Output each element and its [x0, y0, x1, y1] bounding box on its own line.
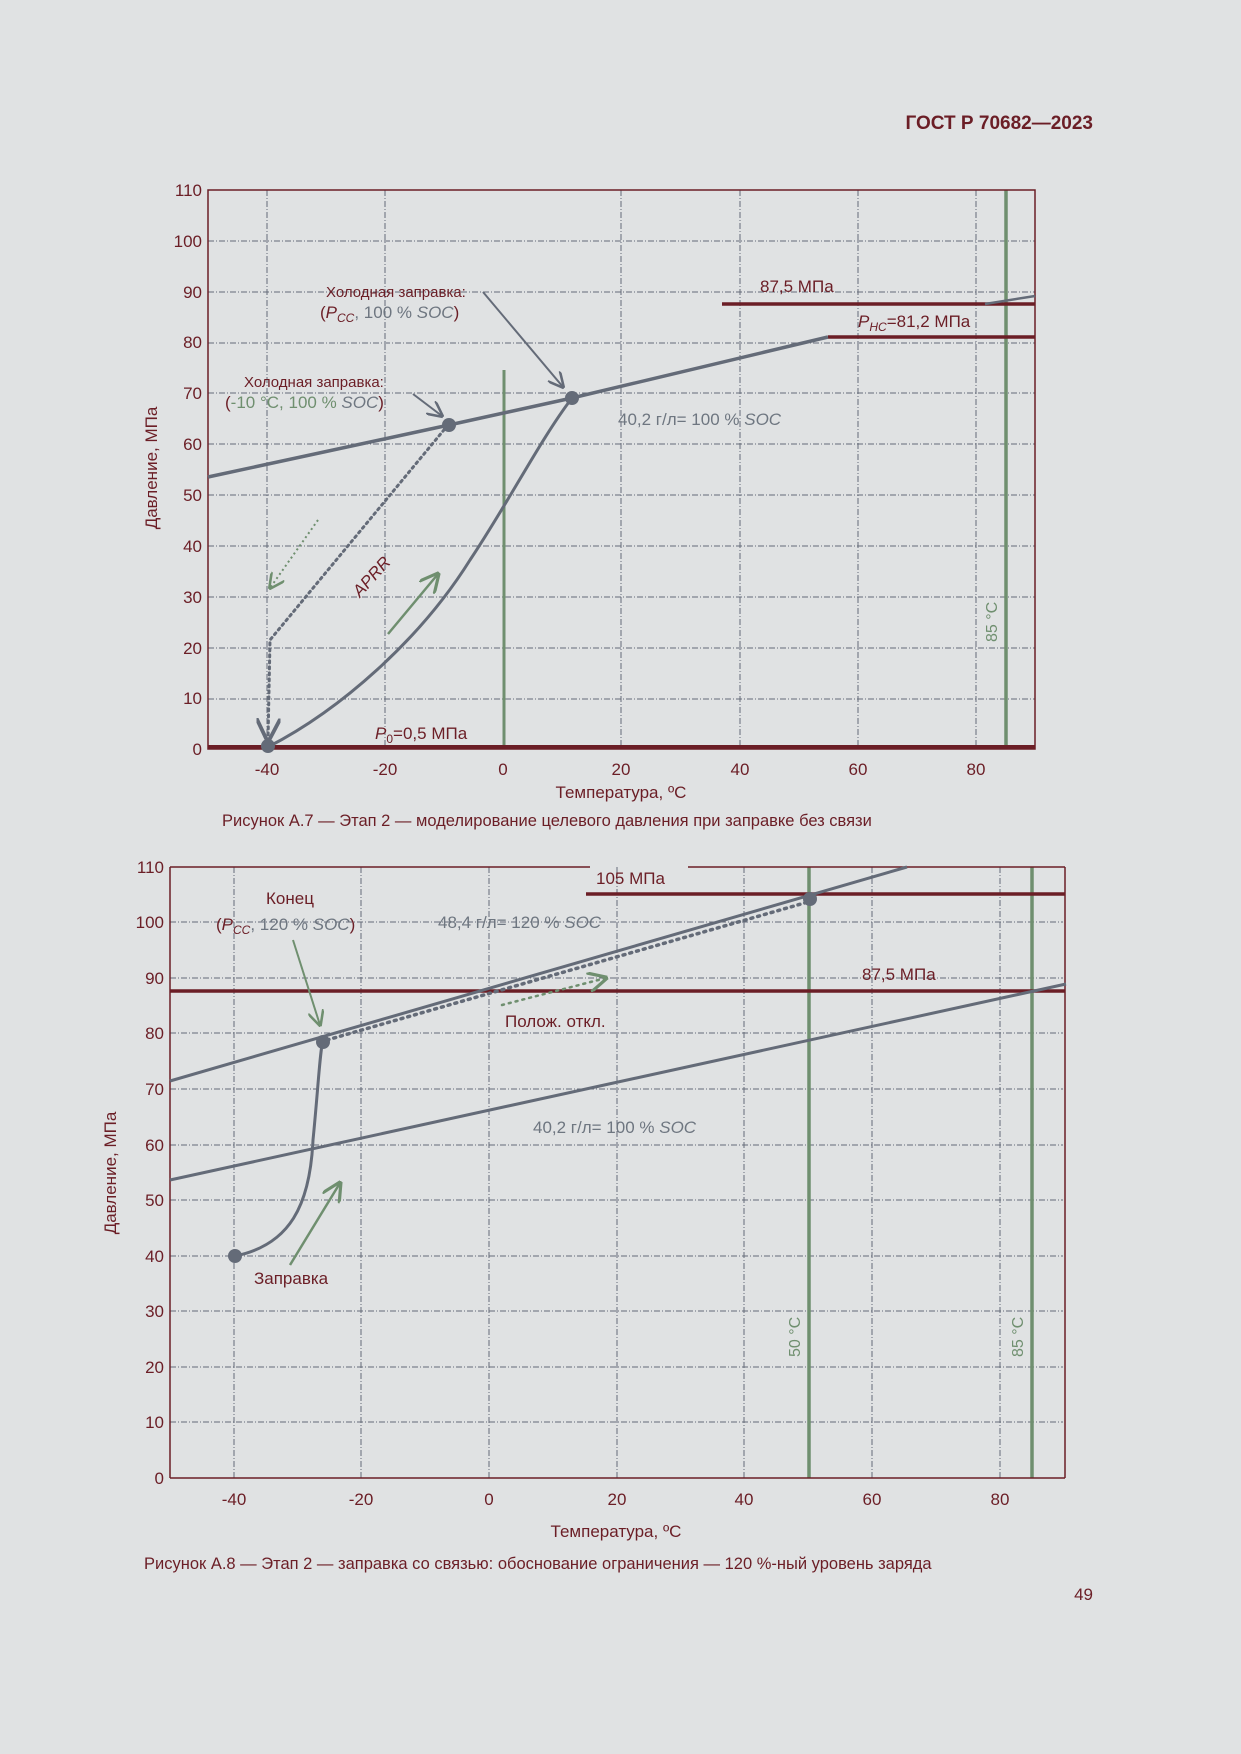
label-phc: PHC=81,2 МПа	[858, 312, 971, 334]
fueling-curve	[267, 397, 574, 749]
label-end-line1: Конец	[266, 889, 314, 908]
svg-text:30: 30	[183, 588, 202, 607]
label-end-line2: (PCC, 120 % SOC)	[216, 915, 355, 937]
svg-text:70: 70	[145, 1080, 164, 1099]
point-fueling-start	[228, 1249, 242, 1263]
point-end	[316, 1035, 330, 1049]
svg-text:10: 10	[145, 1413, 164, 1432]
label-cold-minus10-line1: Холодная заправка:	[244, 374, 384, 391]
end-callout-arrow	[292, 939, 320, 1025]
svg-text:70: 70	[183, 384, 202, 403]
y-tick-labels: 0 10 20 30 40 50 60 70 80 90 100 110	[136, 858, 164, 1488]
svg-text:90: 90	[183, 283, 202, 302]
label-87-5: 87,5 МПа	[760, 277, 834, 296]
svg-text:40: 40	[735, 1490, 754, 1509]
svg-text:-20: -20	[349, 1490, 374, 1509]
svg-text:80: 80	[183, 333, 202, 352]
svg-text:-20: -20	[373, 760, 398, 779]
svg-text:50: 50	[145, 1191, 164, 1210]
point-cold-pcc	[565, 391, 579, 405]
svg-text:40: 40	[145, 1247, 164, 1266]
x-axis-label: Температура, ºС	[556, 783, 687, 802]
aprr-dotted-path	[268, 423, 450, 740]
svg-text:0: 0	[155, 1469, 164, 1488]
positive-deviation-dotted	[325, 900, 810, 1042]
point-cold-minus10	[442, 418, 456, 432]
label-density-100: 40,2 г/л= 100 % SOC	[533, 1118, 697, 1137]
point-start	[261, 739, 275, 753]
svg-text:0: 0	[193, 740, 202, 759]
figure-a8-caption: Рисунок А.8 — Этап 2 — заправка со связь…	[144, 1555, 932, 1573]
svg-text:60: 60	[145, 1136, 164, 1155]
svg-text:90: 90	[145, 969, 164, 988]
svg-text:60: 60	[863, 1490, 882, 1509]
y-axis-label: Давление, МПа	[101, 1111, 120, 1234]
svg-text:20: 20	[145, 1358, 164, 1377]
isochore-100-soc	[207, 335, 829, 479]
y-axis-label: Давление, МПа	[142, 406, 161, 529]
grid	[208, 190, 1035, 749]
label-85c: 85 °С	[1010, 1317, 1027, 1357]
y-tick-labels: 0 10 20 30 40 50 60 70 80 90 100 110	[174, 181, 202, 759]
svg-text:40: 40	[183, 537, 202, 556]
heating-arrow	[387, 574, 438, 635]
label-fueling: Заправка	[254, 1269, 329, 1288]
isochore-120-soc	[169, 865, 908, 1083]
svg-text:-40: -40	[255, 760, 280, 779]
x-tick-labels: -40 -20 0 20 40 60 80	[222, 1490, 1010, 1509]
svg-text:80: 80	[145, 1024, 164, 1043]
x-axis-label: Температура, ºС	[551, 1522, 682, 1541]
page-number: 49	[1074, 1585, 1093, 1604]
cooling-arrow	[270, 519, 319, 588]
svg-text:60: 60	[849, 760, 868, 779]
svg-text:20: 20	[183, 639, 202, 658]
label-cold-minus10-line2: (-10 °C, 100 % SOC)	[225, 393, 384, 412]
label-105: 105 МПа	[596, 869, 665, 888]
svg-text:110: 110	[137, 858, 164, 877]
svg-text:20: 20	[612, 760, 631, 779]
label-cold-pcc-line1: Холодная заправка:	[326, 284, 466, 301]
point-50c-105	[803, 892, 817, 906]
isochore-100-soc	[169, 982, 1067, 1182]
document-header: ГОСТ Р 70682—2023	[905, 113, 1094, 134]
svg-text:10: 10	[183, 689, 202, 708]
svg-text:60: 60	[183, 435, 202, 454]
label-87-5: 87,5 МПа	[862, 965, 936, 984]
figure-a7-chart: 0 10 20 30 40 50 60 70 80 90 100 110 -40…	[142, 181, 1036, 802]
label-50c: 50 °С	[787, 1317, 804, 1357]
svg-text:80: 80	[991, 1490, 1010, 1509]
figure-a7-caption: Рисунок А.7 — Этап 2 — моделирование цел…	[222, 812, 872, 830]
svg-text:110: 110	[175, 181, 202, 200]
figure-a8-chart: 0 10 20 30 40 50 60 70 80 90 100 110 -40…	[101, 858, 1067, 1541]
svg-text:50: 50	[183, 486, 202, 505]
label-density-100: 40,2 г/л= 100 % SOC	[618, 410, 782, 429]
svg-text:0: 0	[498, 760, 507, 779]
label-p0: P0=0,5 МПа	[375, 724, 468, 746]
svg-text:20: 20	[608, 1490, 627, 1509]
svg-text:0: 0	[484, 1490, 493, 1509]
svg-text:40: 40	[731, 760, 750, 779]
x-tick-labels: -40 -20 0 20 40 60 80	[255, 760, 986, 779]
fueling-curve	[234, 1039, 325, 1258]
label-85c: 85 °С	[984, 602, 1001, 642]
svg-text:100: 100	[136, 913, 164, 932]
label-cold-pcc-line2: (PCC, 100 % SOC)	[320, 303, 459, 325]
label-density-120: 48,4 г/л= 120 % SOC	[438, 913, 602, 932]
svg-text:-40: -40	[222, 1490, 247, 1509]
label-positive-deviation: Полож. откл.	[505, 1012, 606, 1031]
svg-text:30: 30	[145, 1302, 164, 1321]
fueling-arrow	[288, 1183, 340, 1266]
svg-text:80: 80	[967, 760, 986, 779]
svg-text:100: 100	[174, 232, 202, 251]
